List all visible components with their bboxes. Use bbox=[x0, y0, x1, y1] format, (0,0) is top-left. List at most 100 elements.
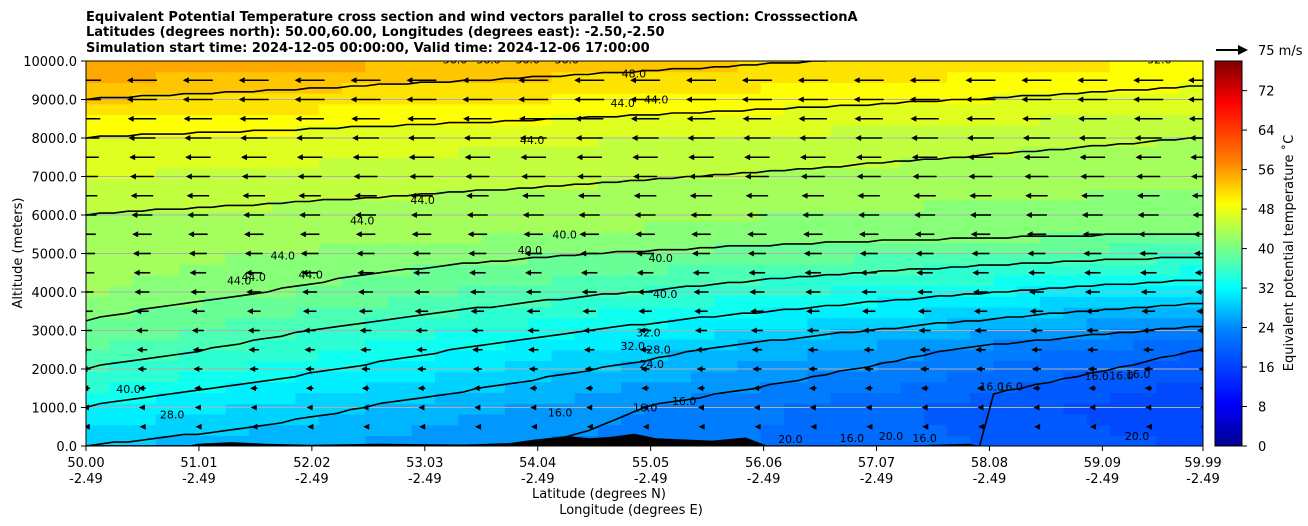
field-cell bbox=[435, 381, 459, 394]
field-cell bbox=[504, 146, 529, 158]
field-cell bbox=[574, 360, 599, 372]
field-cell bbox=[504, 189, 529, 201]
field-cell bbox=[947, 360, 971, 372]
field-cell bbox=[1063, 296, 1088, 308]
field-cell bbox=[877, 285, 902, 297]
field-cell bbox=[1016, 103, 1041, 116]
field-cell bbox=[481, 253, 506, 265]
wind-arrow bbox=[1141, 308, 1155, 315]
field-cell bbox=[1086, 103, 1111, 116]
field-cell bbox=[155, 435, 180, 446]
wind-arrow bbox=[803, 231, 823, 238]
field-cell bbox=[481, 339, 506, 351]
field-cell bbox=[737, 61, 762, 73]
field-cell bbox=[970, 264, 995, 276]
field-cell bbox=[830, 232, 855, 244]
field-cell bbox=[993, 381, 1018, 394]
field-cell bbox=[155, 232, 180, 244]
field-cell bbox=[667, 392, 692, 404]
field-cell bbox=[714, 392, 739, 404]
field-cell bbox=[318, 178, 343, 190]
wind-arrow bbox=[361, 385, 370, 392]
field-cell bbox=[1040, 264, 1064, 276]
field-cell bbox=[760, 71, 785, 83]
field-cell bbox=[667, 349, 692, 362]
field-cell bbox=[481, 93, 506, 105]
wind-arrow bbox=[972, 269, 989, 276]
field-cell bbox=[993, 114, 1018, 126]
wind-arrow bbox=[357, 269, 374, 276]
colorbar-tick-label: 72 bbox=[1258, 85, 1275, 100]
field-cell bbox=[1156, 189, 1181, 201]
field-cell bbox=[923, 285, 948, 297]
field-cell bbox=[528, 82, 553, 94]
field-cell bbox=[458, 296, 483, 308]
field-cell bbox=[1179, 125, 1203, 137]
wind-arrow bbox=[186, 192, 210, 199]
wind-arrow bbox=[692, 269, 710, 276]
field-cell bbox=[877, 167, 902, 180]
wind-arrow bbox=[1135, 154, 1161, 161]
wind-arrow bbox=[749, 289, 765, 295]
field-cell bbox=[1156, 61, 1181, 73]
field-cell bbox=[155, 381, 180, 394]
field-cell bbox=[691, 360, 715, 372]
field-cell bbox=[970, 61, 995, 73]
wind-arrow bbox=[463, 135, 491, 141]
field-cell bbox=[644, 392, 669, 404]
field-cell bbox=[318, 146, 343, 158]
field-cell bbox=[784, 306, 808, 319]
field-cell bbox=[225, 381, 250, 394]
field-cell bbox=[1179, 392, 1203, 404]
field-cell bbox=[481, 157, 506, 169]
field-cell bbox=[388, 274, 413, 287]
field-cell bbox=[248, 360, 273, 372]
field-cell bbox=[760, 274, 785, 287]
field-cell bbox=[900, 242, 925, 255]
field-cell bbox=[853, 178, 878, 190]
field-cell bbox=[225, 232, 250, 244]
wind-arrow bbox=[698, 423, 705, 430]
field-cell bbox=[341, 435, 366, 446]
field-cell bbox=[388, 135, 413, 148]
field-cell bbox=[248, 61, 273, 73]
field-cell bbox=[551, 317, 576, 329]
field-cell bbox=[597, 264, 622, 276]
field-cell bbox=[877, 146, 902, 158]
field-cell bbox=[272, 424, 297, 436]
field-cell bbox=[318, 403, 343, 415]
field-cell bbox=[784, 146, 808, 158]
field-cell bbox=[435, 392, 459, 404]
field-cell bbox=[877, 135, 902, 148]
field-cell bbox=[784, 210, 808, 223]
wind-arrow bbox=[965, 77, 996, 84]
field-cell bbox=[551, 381, 576, 394]
field-cell bbox=[1086, 242, 1111, 255]
wind-arrow bbox=[685, 96, 716, 103]
wind-arrow bbox=[299, 212, 321, 218]
field-cell bbox=[877, 242, 902, 255]
field-cell bbox=[807, 349, 832, 362]
field-cell bbox=[1040, 200, 1064, 212]
field-cell bbox=[248, 403, 273, 415]
field-cell bbox=[528, 103, 553, 116]
field-cell bbox=[341, 285, 366, 297]
wind-arrow bbox=[413, 289, 429, 295]
field-cell bbox=[528, 242, 553, 255]
field-cell bbox=[411, 157, 436, 169]
field-cell bbox=[877, 424, 902, 436]
field-cell bbox=[86, 317, 110, 329]
field-cell bbox=[458, 167, 483, 180]
field-cell bbox=[528, 61, 553, 73]
field-cell bbox=[202, 349, 227, 362]
field-cell bbox=[86, 178, 110, 190]
wind-arrow bbox=[747, 231, 767, 238]
wind-arrow bbox=[910, 115, 939, 122]
field-cell bbox=[644, 135, 669, 148]
field-cell bbox=[900, 339, 925, 351]
wind-arrow bbox=[969, 212, 991, 218]
field-cell bbox=[481, 242, 506, 255]
field-cell bbox=[1109, 264, 1134, 276]
terrain-profile bbox=[86, 433, 1203, 446]
field-cell bbox=[1086, 392, 1111, 404]
